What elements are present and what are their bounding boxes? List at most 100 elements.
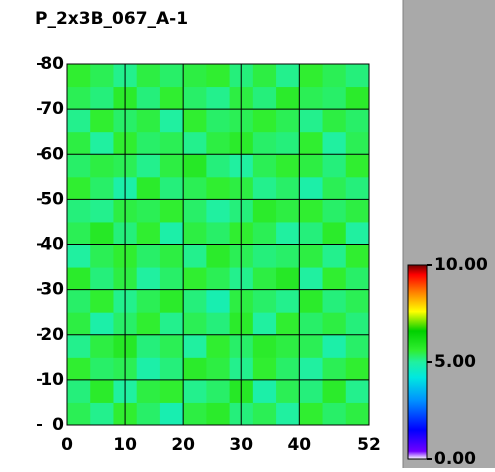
heat-cell <box>90 402 114 426</box>
heat-cell <box>276 312 300 336</box>
y-tick-label: 30 <box>40 280 64 300</box>
heat-cell <box>159 109 184 133</box>
y-tick-label: 0 <box>52 415 64 435</box>
x-tick-label: 40 <box>287 435 311 455</box>
heat-cell <box>136 244 161 268</box>
heat-cell <box>252 289 277 313</box>
x-tick-label: 30 <box>229 435 253 455</box>
colorbar-tick-label: 10.00 <box>434 255 488 275</box>
heat-cell <box>90 109 114 133</box>
heat-cell <box>206 109 231 133</box>
heat-cell <box>345 221 370 245</box>
y-tick-label: 20 <box>40 325 64 345</box>
heat-cell <box>299 244 324 268</box>
heat-cell <box>159 221 184 245</box>
heat-cell <box>159 312 184 336</box>
heat-cell <box>322 379 347 403</box>
heat-cell <box>299 154 324 178</box>
heat-cell <box>252 221 277 245</box>
heat-cell <box>299 357 324 381</box>
y-tick-label: 40 <box>40 235 64 255</box>
heat-cell <box>322 244 347 268</box>
heat-cell <box>90 86 114 110</box>
heat-cell <box>206 176 231 200</box>
heat-cell <box>299 176 324 200</box>
heat-cell <box>136 357 161 381</box>
heat-cell <box>67 312 91 336</box>
heat-cell <box>90 176 114 200</box>
heat-cell <box>345 334 370 358</box>
heat-cell <box>299 109 324 133</box>
heat-cell <box>90 221 114 245</box>
x-tick-label: 10 <box>113 435 137 455</box>
heat-cell <box>136 221 161 245</box>
heat-cell <box>159 357 184 381</box>
heat-cell <box>183 154 207 178</box>
heat-cell <box>67 221 91 245</box>
heat-cell <box>67 379 91 403</box>
heat-cell <box>252 244 277 268</box>
heat-cell <box>206 64 231 88</box>
heat-cell <box>67 86 91 110</box>
heat-cell <box>136 289 161 313</box>
heat-cell <box>322 176 347 200</box>
heat-cell <box>276 379 300 403</box>
heat-cell <box>299 289 324 313</box>
heat-cell <box>345 244 370 268</box>
heat-cell <box>276 131 300 155</box>
heat-cell <box>136 154 161 178</box>
heat-cell <box>67 244 91 268</box>
heat-cell <box>299 131 324 155</box>
heat-cell <box>252 176 277 200</box>
heat-cell <box>276 357 300 381</box>
heat-cell <box>299 402 324 426</box>
x-tick-label: 0 <box>61 435 73 455</box>
heat-cell <box>252 154 277 178</box>
heat-cell <box>67 64 91 88</box>
heat-cell <box>183 86 207 110</box>
heat-cell <box>67 154 91 178</box>
heat-cell <box>252 402 277 426</box>
heat-cell <box>136 64 161 88</box>
heat-cell <box>183 176 207 200</box>
heat-cell <box>345 267 370 291</box>
heat-cell <box>299 199 324 223</box>
heat-cell <box>322 131 347 155</box>
heat-cell <box>206 244 231 268</box>
heat-cell <box>67 289 91 313</box>
heat-cell <box>322 199 347 223</box>
heat-cell <box>183 244 207 268</box>
heat-cell <box>206 221 231 245</box>
heat-cell <box>90 289 114 313</box>
heat-cell <box>90 379 114 403</box>
heat-cell <box>67 176 91 200</box>
heat-cell <box>252 86 277 110</box>
heat-cell <box>322 86 347 110</box>
heat-cell <box>67 199 91 223</box>
heat-cell <box>90 334 114 358</box>
heat-cell <box>322 221 347 245</box>
heat-cell <box>159 267 184 291</box>
heat-cell <box>322 402 347 426</box>
heat-cell <box>159 402 184 426</box>
heat-cell <box>67 402 91 426</box>
heat-cell <box>159 176 184 200</box>
heat-cell <box>206 334 231 358</box>
heat-cell <box>276 244 300 268</box>
heat-cell <box>136 176 161 200</box>
heat-cell <box>322 289 347 313</box>
heat-cell <box>159 86 184 110</box>
heat-cell <box>136 86 161 110</box>
heat-cell <box>276 334 300 358</box>
heat-cell <box>252 131 277 155</box>
heat-cell <box>345 402 370 426</box>
heat-cell <box>67 357 91 381</box>
heat-cell <box>183 267 207 291</box>
heat-cell <box>322 357 347 381</box>
heat-cell <box>345 312 370 336</box>
heat-cell <box>299 312 324 336</box>
heat-cell <box>67 267 91 291</box>
heat-cell <box>345 379 370 403</box>
heat-cell <box>136 312 161 336</box>
